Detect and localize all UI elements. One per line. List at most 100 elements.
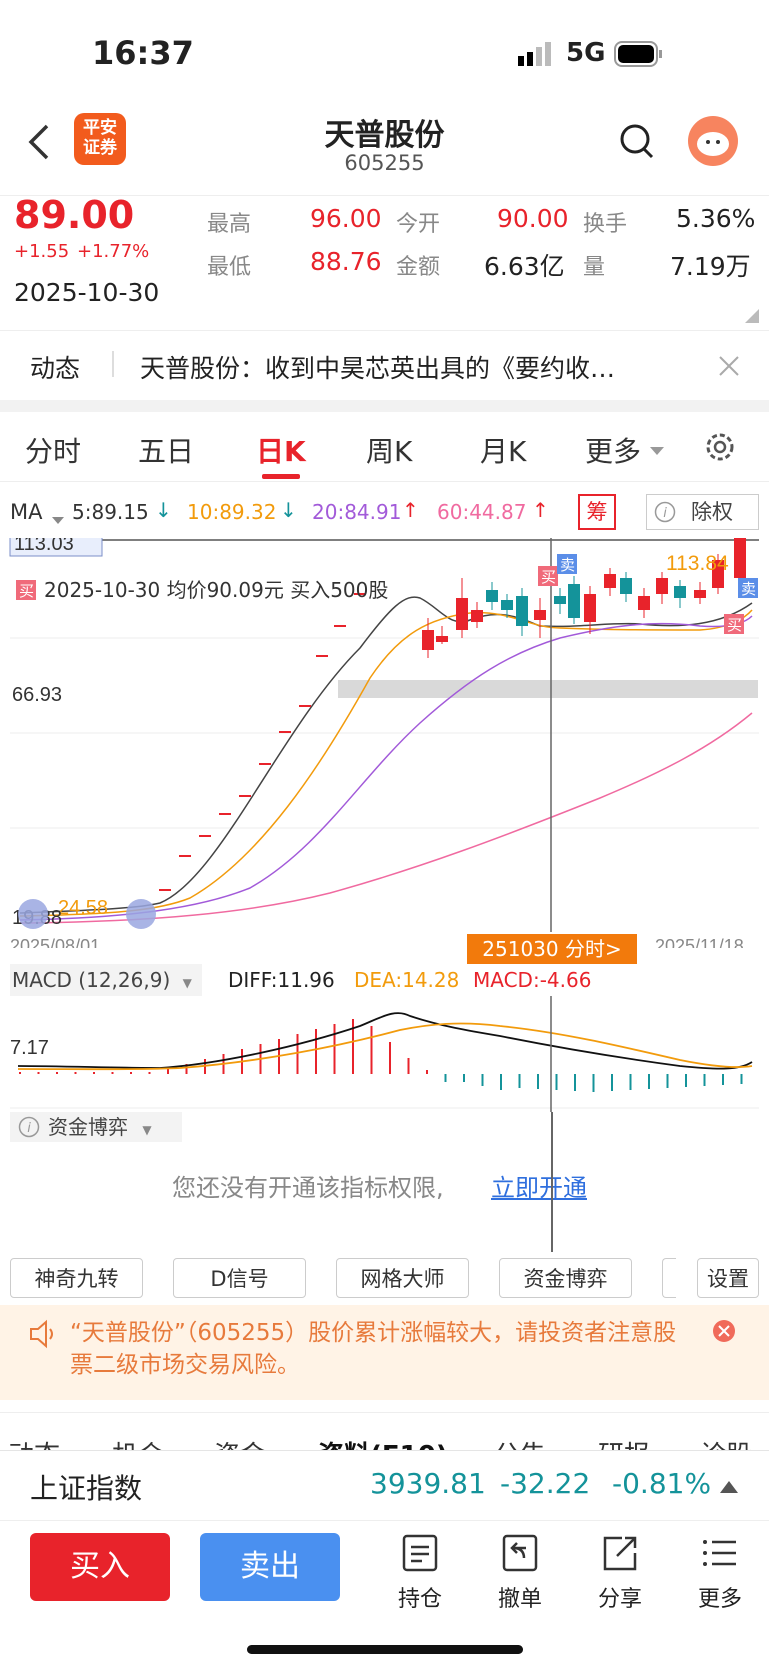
period-tabs: 分时 五日 日K 周K 月K 更多 xyxy=(0,412,769,482)
cursor-date-label: 251030 分时> xyxy=(482,937,622,961)
fund-panel: 资金博弈 ▼ i 您还没有开通该指标权限, 立即开通 xyxy=(10,1112,759,1252)
expand-up-icon[interactable] xyxy=(720,1478,738,1493)
section-tab-chance[interactable]: 机会 xyxy=(112,1435,164,1450)
buy-marker-2-icon xyxy=(538,566,558,586)
tab-weekly-k[interactable]: 周K xyxy=(366,435,413,468)
search-icon[interactable] xyxy=(618,122,658,162)
hold-action[interactable]: 持仓 xyxy=(388,1533,452,1613)
news-ticker[interactable]: 动态 天普股份：收到中昊芯英出具的《要约收… xyxy=(0,330,769,400)
ma5-arrow-icon: ↓ xyxy=(155,498,172,522)
battery-icon xyxy=(614,40,664,68)
home-indicator xyxy=(247,1645,523,1654)
share-icon xyxy=(603,1536,637,1571)
index-name: 上证指数 xyxy=(30,1472,143,1505)
sell-marker-text: 卖 xyxy=(560,556,575,574)
section-tab-announce[interactable]: 公告 xyxy=(494,1435,546,1450)
buy-marker-3-text: 买 xyxy=(727,616,742,634)
section-tab-f10[interactable]: 资料(F10) xyxy=(318,1435,448,1450)
ma20-arrow-icon: ↑ xyxy=(402,498,419,522)
sell-button[interactable]: 卖出 xyxy=(200,1533,340,1601)
stock-header: 平安 证券 天普股份 605255 xyxy=(0,110,769,195)
ma10-arrow-icon: ↓ xyxy=(280,498,297,522)
kline-chart[interactable]: 113.03 113.84 买 2025-10-30 均价90.09元 买入50… xyxy=(0,538,769,948)
action-bar: 买入 卖出 持仓 撤单 分享 更多 xyxy=(0,1520,769,1665)
index-bar[interactable]: 上证指数 3939.81 -32.22 -0.81% xyxy=(0,1450,769,1520)
cancel-action[interactable]: 撤单 xyxy=(488,1533,552,1613)
fund-open-link[interactable]: 立即开通 xyxy=(491,1174,587,1202)
tab-daily-k[interactable]: 日K xyxy=(256,435,306,468)
sell-marker-icon xyxy=(557,554,577,574)
active-tab-indicator xyxy=(262,474,300,479)
ma20-value: 20:84.91 xyxy=(312,500,402,524)
macd-selector[interactable]: MACD (12,26,9) ▼ xyxy=(10,964,202,996)
section-tab-fund[interactable]: 资金 xyxy=(214,1435,266,1450)
quote-panel: 89.00 +1.55 +1.77% 2025-10-30 最高 96.00 今… xyxy=(0,193,769,330)
open-value: 90.00 xyxy=(497,204,569,233)
ma-dropdown-icon[interactable] xyxy=(52,510,64,524)
quote-date: 2025-10-30 xyxy=(14,278,160,307)
back-icon[interactable] xyxy=(25,122,55,162)
news-tag: 动态 xyxy=(30,354,81,383)
tool-d-signal[interactable]: D信号 xyxy=(173,1258,306,1298)
hold-icon xyxy=(402,1534,438,1572)
broker-logo: 平安 证券 xyxy=(74,113,126,165)
warning-close-icon[interactable] xyxy=(712,1319,736,1343)
sell-marker-2-text: 卖 xyxy=(741,580,756,598)
tool-nine-turn[interactable]: 神奇九转 xyxy=(10,1258,143,1298)
candles xyxy=(159,538,746,891)
fund-locked-text: 您还没有开通该指标权限, xyxy=(172,1174,444,1202)
tab-monthly-k[interactable]: 月K xyxy=(480,435,527,468)
more-action[interactable]: 更多 xyxy=(688,1533,752,1613)
candle-body xyxy=(501,600,513,610)
avatar[interactable] xyxy=(688,116,738,166)
expand-corner-icon[interactable] xyxy=(745,308,759,323)
tool-fund-game[interactable]: 资金博弈 xyxy=(499,1258,632,1298)
candle-body xyxy=(620,578,632,594)
tool-grid-master[interactable]: 网格大师 xyxy=(336,1258,469,1298)
volume-value: 7.19万 xyxy=(670,252,751,281)
scroll-right-icon[interactable] xyxy=(126,899,156,929)
candle-body xyxy=(604,574,616,588)
dropdown-icon[interactable] xyxy=(650,442,664,455)
candle-body xyxy=(486,590,498,602)
ma5-value: 5:89.15 xyxy=(72,500,149,524)
svg-text:i: i xyxy=(663,506,667,521)
buy-button[interactable]: 买入 xyxy=(30,1533,170,1601)
fund-selector[interactable]: 资金博弈 ▼ xyxy=(10,1112,182,1142)
crosshair-vertical-ext xyxy=(551,1112,553,1252)
close-icon[interactable] xyxy=(718,355,740,377)
high-label: 最高 xyxy=(207,212,252,237)
tab-five-day[interactable]: 五日 xyxy=(138,435,195,468)
candle-body xyxy=(422,630,434,650)
amount-value: 6.63亿 xyxy=(484,252,565,281)
ma60-arrow-icon: ↑ xyxy=(532,498,549,522)
more-label: 更多 xyxy=(697,1587,742,1612)
signal-icon xyxy=(518,42,556,66)
candle-body xyxy=(554,596,566,604)
intraday-jump-button[interactable]: 251030 分时> xyxy=(467,934,637,964)
adjust-label: 除权 xyxy=(691,500,733,524)
tool-settings-button[interactable]: 设置 xyxy=(697,1258,759,1298)
tab-more[interactable]: 更多 xyxy=(585,435,642,468)
status-bar: 16:37 5G xyxy=(0,0,769,110)
share-action[interactable]: 分享 xyxy=(588,1533,652,1613)
buy-marker-icon xyxy=(16,580,36,600)
ma10-line xyxy=(19,609,753,917)
macd-header: MACD (12,26,9) ▼ DIFF:11.96 DEA:14.28 MA… xyxy=(10,964,759,996)
ma-label[interactable]: MA xyxy=(10,500,43,524)
section-tab-research[interactable]: 研报 xyxy=(598,1435,650,1450)
amount-label: 金额 xyxy=(396,255,441,280)
scroll-left-icon[interactable] xyxy=(18,899,48,929)
candle-body xyxy=(471,610,483,622)
candle-body xyxy=(584,594,596,622)
news-text: 天普股份：收到中昊芯英出具的《要约收… xyxy=(140,354,616,383)
ma10-value: 10:89.32 xyxy=(187,500,277,524)
section-tab-diagnose[interactable]: 诊股 xyxy=(700,1435,752,1450)
chip-distribution-button[interactable]: 筹 xyxy=(578,494,616,530)
tab-intraday[interactable]: 分时 xyxy=(25,435,82,468)
adjust-button[interactable]: 除权 xyxy=(646,494,759,530)
section-tab-news[interactable]: 动态 xyxy=(8,1435,60,1450)
candle-body xyxy=(674,586,686,598)
tool-next-partial[interactable] xyxy=(662,1258,676,1298)
settings-gear-icon[interactable] xyxy=(703,430,737,464)
